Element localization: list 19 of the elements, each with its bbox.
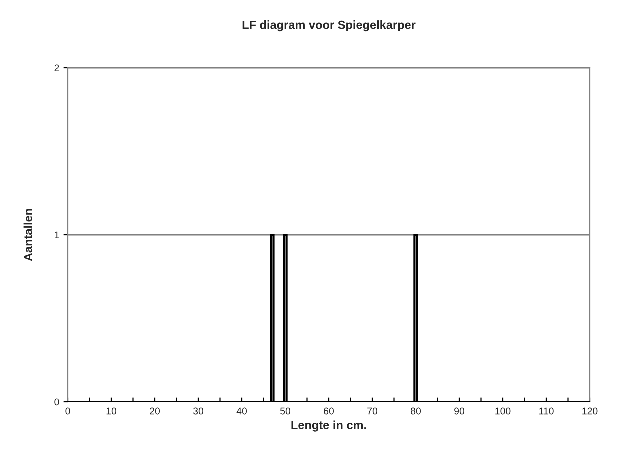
x-tick-label: 20 (150, 408, 160, 415)
x-tick-label: 60 (324, 408, 334, 415)
x-tick-label: 0 (66, 408, 70, 415)
y-axis-title: Aantallen (24, 209, 32, 262)
y-tick-label: 2 (54, 64, 60, 72)
x-tick-label: 10 (106, 408, 117, 415)
x-tick-label: 120 (582, 408, 598, 415)
x-tick-label: 100 (496, 408, 511, 415)
y-tick-label: 1 (55, 232, 60, 239)
x-tick-label: 110 (539, 408, 554, 415)
x-tick-label: 40 (236, 408, 248, 415)
x-axis-title: Lengte in cm. (292, 420, 366, 432)
x-tick-label: 50 (280, 408, 291, 415)
chart-title: LF diagram voor Spiegelkarper (242, 20, 416, 32)
x-tick-label: 70 (368, 408, 378, 415)
x-tick-label: 30 (193, 408, 204, 415)
x-tick-label: 80 (411, 408, 422, 415)
x-tick-label: 90 (454, 408, 465, 415)
y-tick-label: 0 (54, 398, 60, 406)
